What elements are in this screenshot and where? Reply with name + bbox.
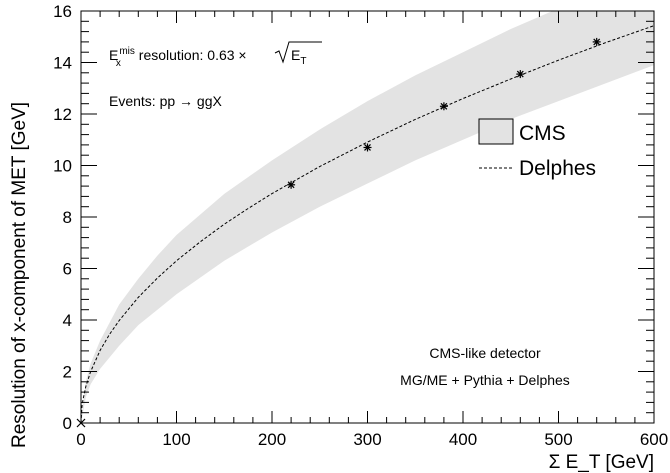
x-tick-label: 0	[76, 430, 85, 449]
x-tick-label: 400	[449, 430, 477, 449]
x-tick-label: 300	[353, 430, 381, 449]
resolution-mid: resolution: 0.63 ×	[135, 47, 247, 63]
y-tick-label: 16	[53, 2, 72, 21]
marker-layer	[76, 37, 601, 428]
legend-swatch-cms	[478, 118, 514, 145]
detector-annotation: CMS-like detector	[429, 345, 541, 361]
data-marker	[363, 143, 372, 152]
x-tick-label: 600	[640, 430, 668, 449]
y-tick-label: 12	[53, 105, 72, 124]
y-axis-title: Resolution of x-component of MET [GeV]	[9, 102, 30, 448]
cms-band-layer	[81, 11, 654, 423]
y-tick-label: 2	[63, 363, 72, 382]
y-tick-label: 4	[63, 311, 72, 330]
data-marker	[516, 70, 525, 79]
tick-layer	[80, 10, 655, 424]
x-axis-title: Σ E_T [GeV]	[549, 452, 654, 473]
delphes-line-layer	[81, 25, 654, 423]
legend: CMS Delphes	[478, 118, 596, 180]
delphes-line	[81, 25, 654, 423]
y-tick-label: 10	[53, 157, 72, 176]
resolution-rad-sub: T	[300, 56, 306, 67]
data-marker	[439, 102, 448, 111]
legend-label-delphes: Delphes	[519, 157, 596, 180]
x-tick-label: 100	[162, 430, 190, 449]
y-tick-label: 14	[53, 54, 72, 73]
y-tick-label: 6	[63, 260, 72, 279]
generator-annotation: MG/ME + Pythia + Delphes	[400, 372, 570, 388]
events-annotation: Events: pp → ggX	[109, 93, 223, 109]
resolution-sup: mis	[119, 46, 135, 57]
y-tick-label: 8	[63, 208, 72, 227]
sqrt-sign	[274, 41, 322, 64]
resolution-annotation: Emis x resolution: 0.63 ×	[109, 46, 247, 69]
legend-label-cms: CMS	[519, 122, 566, 145]
resolution-sub: x	[116, 58, 121, 69]
data-marker	[592, 37, 601, 46]
data-marker	[287, 180, 296, 189]
cms-band	[81, 11, 654, 423]
x-tick-label: 500	[544, 430, 572, 449]
y-tick-label: 0	[63, 414, 72, 433]
resolution-radicand: ET	[291, 47, 306, 67]
x-tick-label: 200	[258, 430, 286, 449]
resolution-prefix: E	[109, 47, 118, 63]
resolution-rad: E	[291, 47, 300, 63]
tick-label-layer: 0 100 200 300 400 500 600 0 2 4 6 8 10 12 14 16	[53, 2, 668, 449]
